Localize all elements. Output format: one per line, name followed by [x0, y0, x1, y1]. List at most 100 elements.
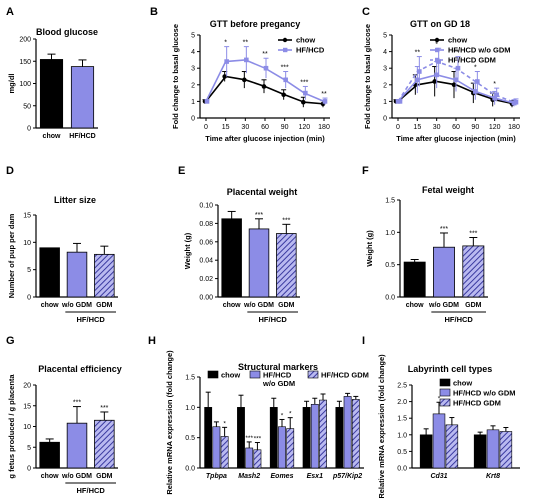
- x-tick-label: p57/Kip2: [332, 473, 362, 480]
- legend-label: w/o GDM: [262, 379, 295, 388]
- y-axis-label: g fetus produced / g placenta: [7, 374, 16, 479]
- significance-label: ***: [255, 212, 263, 219]
- x-tick-label: 15: [413, 124, 421, 131]
- bar: [66, 422, 88, 469]
- y-axis-label: Weight (g): [365, 230, 374, 267]
- y-tick-label: 0.0: [185, 466, 195, 473]
- bar: [462, 245, 485, 298]
- data-point: [451, 82, 457, 88]
- legend-marker: [282, 37, 288, 43]
- data-point: [432, 79, 437, 84]
- significance-label: ***: [100, 405, 108, 412]
- bar: [335, 407, 344, 469]
- panel-letter: C: [362, 6, 370, 18]
- panel-letter: A: [6, 6, 14, 18]
- legend-label: HF/HCD: [263, 371, 292, 380]
- panel-letter: H: [148, 335, 156, 347]
- significance-label: ***: [281, 65, 289, 72]
- y-tick-label: 1.5: [397, 416, 407, 423]
- y-tick-label: 0.06: [199, 239, 213, 246]
- data-point: [242, 77, 247, 83]
- panel-E: E Placental weight 0.00 0.02 0.04 0.06 0.08 0.1…: [178, 165, 300, 324]
- x-tick-label: 120: [298, 124, 310, 131]
- x-tick-label: w/o GDM: [61, 302, 92, 309]
- bar: [286, 428, 295, 469]
- y-tick-label: 5: [27, 445, 31, 452]
- bar: [204, 407, 213, 469]
- y-tick-label: 150: [19, 59, 31, 66]
- y-tick-label: 15: [23, 213, 31, 220]
- bar: [276, 233, 297, 298]
- x-tick-label: GDM: [278, 302, 295, 309]
- x-tick-label: 180: [508, 124, 520, 131]
- significance-label: **: [321, 91, 327, 98]
- data-point: [455, 65, 461, 71]
- group-label: HF/HCD: [76, 486, 105, 495]
- bar: [278, 426, 286, 469]
- significance-label: ***: [440, 226, 448, 233]
- x-tick-label: GDM: [96, 302, 113, 309]
- y-tick-label: 3: [191, 66, 195, 73]
- data-point: [475, 79, 480, 84]
- significance-label: **: [453, 50, 459, 57]
- y-tick-label: 4: [191, 49, 195, 56]
- legend-marker: [435, 57, 440, 63]
- y-tick-label: 1.5: [385, 198, 395, 205]
- significance-label: *: [289, 411, 292, 418]
- significance-label: ***: [73, 400, 81, 407]
- significance-label: *: [224, 40, 227, 47]
- group-label: HF/HCD: [258, 315, 287, 324]
- data-point: [453, 77, 459, 83]
- bar: [212, 426, 221, 469]
- legend-label: HF/HCD GDM: [448, 56, 496, 65]
- x-tick-label: w/o GDM: [243, 302, 274, 309]
- x-tick-label: 60: [261, 124, 269, 131]
- x-tick-label: 0: [204, 124, 208, 131]
- bar: [94, 419, 115, 469]
- y-tick-label: 0: [27, 126, 31, 133]
- bar: [486, 429, 500, 469]
- y-tick-label: 5: [383, 33, 387, 40]
- data-point: [434, 72, 439, 78]
- y-tick-label: 0.02: [199, 276, 213, 283]
- x-tick-label: chow: [41, 473, 59, 480]
- y-tick-label: 0.08: [199, 221, 213, 228]
- significance-label: *: [438, 395, 441, 402]
- data-point: [415, 77, 420, 83]
- bar: [66, 251, 88, 298]
- x-tick-label: 120: [489, 124, 501, 131]
- y-tick-label: 15: [23, 403, 31, 410]
- y-tick-label: 2.0: [397, 399, 407, 406]
- significance-label: **: [415, 50, 421, 57]
- y-axis-label: Relative mRNA expression (fold change): [377, 354, 386, 498]
- bar: [221, 218, 242, 298]
- legend-marker: [434, 37, 440, 43]
- y-tick-label: 2: [383, 82, 387, 89]
- data-point: [322, 99, 328, 104]
- y-tick-label: 3: [383, 66, 387, 73]
- panel-letter: G: [6, 335, 15, 347]
- legend-label: chow: [296, 36, 315, 45]
- x-tick-label: Esx1: [307, 473, 323, 480]
- x-tick-label: chow: [43, 133, 61, 140]
- significance-label: *: [474, 65, 477, 72]
- bar: [245, 447, 254, 469]
- y-tick-label: 0.10: [199, 203, 213, 210]
- y-tick-label: 100: [19, 81, 31, 88]
- x-tick-label: 0: [396, 124, 400, 131]
- data-point: [303, 90, 308, 96]
- chart-title: GTT on GD 18: [410, 19, 470, 29]
- y-tick-label: 5: [191, 33, 195, 40]
- legend-swatch: [307, 370, 319, 379]
- y-tick-label: 0.04: [199, 258, 213, 265]
- legend-swatch: [439, 398, 451, 407]
- chart-title: GTT before pregancy: [210, 19, 301, 29]
- significance-label: **: [262, 51, 268, 58]
- y-tick-label: 10: [23, 240, 31, 247]
- bar: [302, 407, 311, 469]
- x-tick-label: chow: [41, 302, 59, 309]
- data-point: [263, 65, 269, 71]
- x-tick-label: Cd31: [430, 473, 447, 480]
- x-tick-label: Eomes: [271, 473, 294, 480]
